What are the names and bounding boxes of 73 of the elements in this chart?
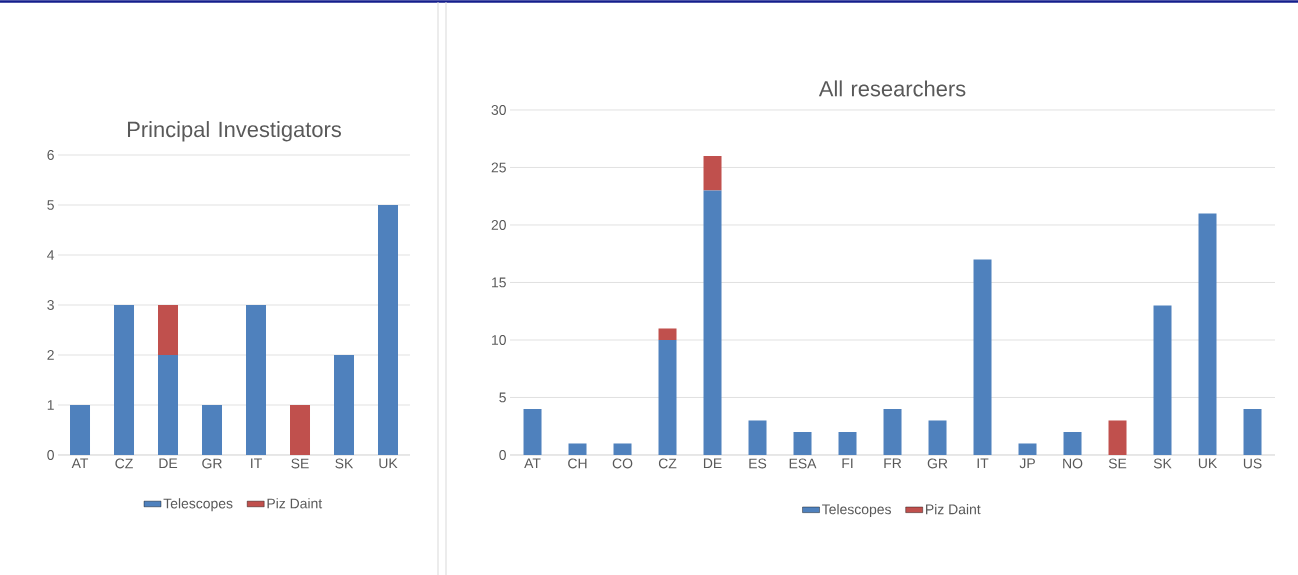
x-tick-label: ESA (789, 458, 817, 469)
y-tick-label: 0 (47, 450, 54, 460)
bar (1063, 431, 1082, 455)
legend-label: Telescopes (163, 498, 233, 512)
bar (378, 204, 398, 455)
bar (613, 443, 632, 455)
bar (114, 304, 135, 455)
bar (158, 354, 179, 455)
bar (658, 339, 677, 455)
y-tick-label: 20 (491, 220, 506, 230)
x-tick-label: SK (1153, 458, 1172, 469)
y-tick-label: 5 (499, 392, 506, 403)
chart-title: Principal Investigators (127, 121, 341, 142)
bar (1108, 420, 1127, 455)
legend-label: Piz Daint (926, 504, 981, 515)
bar (568, 443, 587, 455)
x-tick-label: CO (612, 458, 633, 469)
y-tick-label: 5 (47, 200, 54, 210)
y-tick-label: 15 (492, 277, 506, 288)
x-tick-label: AT (524, 458, 541, 469)
x-tick-label: CH (568, 458, 587, 469)
bar (973, 259, 992, 455)
bar (703, 190, 722, 455)
y-tick-label: 1 (47, 400, 54, 410)
x-tick-label: CZ (658, 458, 677, 469)
x-tick-label: IT (251, 458, 262, 469)
legend-label: Piz Daint (267, 498, 323, 509)
bar (703, 155, 722, 191)
bar (928, 420, 947, 455)
bar (1243, 408, 1262, 455)
y-tick-label: 2 (47, 350, 54, 360)
x-tick-label: US (1243, 458, 1262, 469)
y-tick-label: 10 (492, 335, 506, 345)
x-tick-label: JP (1019, 458, 1035, 469)
bar (748, 420, 767, 455)
x-tick-label: GR (202, 458, 222, 469)
y-tick-label: 0 (499, 450, 506, 460)
x-tick-label: SE (291, 458, 309, 469)
x-tick-label: AT (71, 458, 89, 469)
y-tick-label: 30 (491, 105, 506, 115)
x-tick-label: GR (927, 458, 948, 469)
chart-title: All researchers (818, 80, 966, 97)
bar (70, 404, 91, 455)
x-tick-label: ES (749, 458, 767, 469)
bar (334, 354, 354, 455)
bar (158, 304, 179, 355)
y-tick-label: 3 (47, 300, 54, 310)
x-tick-label: FR (884, 458, 902, 469)
x-tick-label: DE (159, 458, 178, 469)
bar (1018, 443, 1037, 455)
x-tick-label: NO (1063, 458, 1083, 469)
x-tick-label: SK (335, 458, 354, 469)
y-tick-label: 25 (491, 162, 506, 173)
x-tick-label: UK (379, 458, 398, 469)
bar (658, 328, 677, 340)
legend-label: Telescopes (822, 504, 891, 518)
bar (1153, 305, 1172, 455)
bar (793, 431, 812, 455)
bar (202, 404, 223, 455)
x-tick-label: IT (977, 458, 989, 469)
bar (838, 431, 857, 455)
x-tick-label: SE (1108, 458, 1127, 469)
x-tick-label: CZ (115, 458, 133, 469)
x-tick-label: DE (703, 458, 722, 469)
bar (290, 404, 310, 455)
bar (246, 304, 266, 455)
y-tick-label: 6 (47, 150, 54, 160)
x-tick-label: FI (842, 458, 853, 469)
bar (1198, 213, 1217, 455)
bar (883, 408, 902, 455)
x-tick-label: UK (1198, 458, 1218, 469)
y-tick-label: 4 (47, 250, 55, 260)
bar (523, 408, 542, 455)
